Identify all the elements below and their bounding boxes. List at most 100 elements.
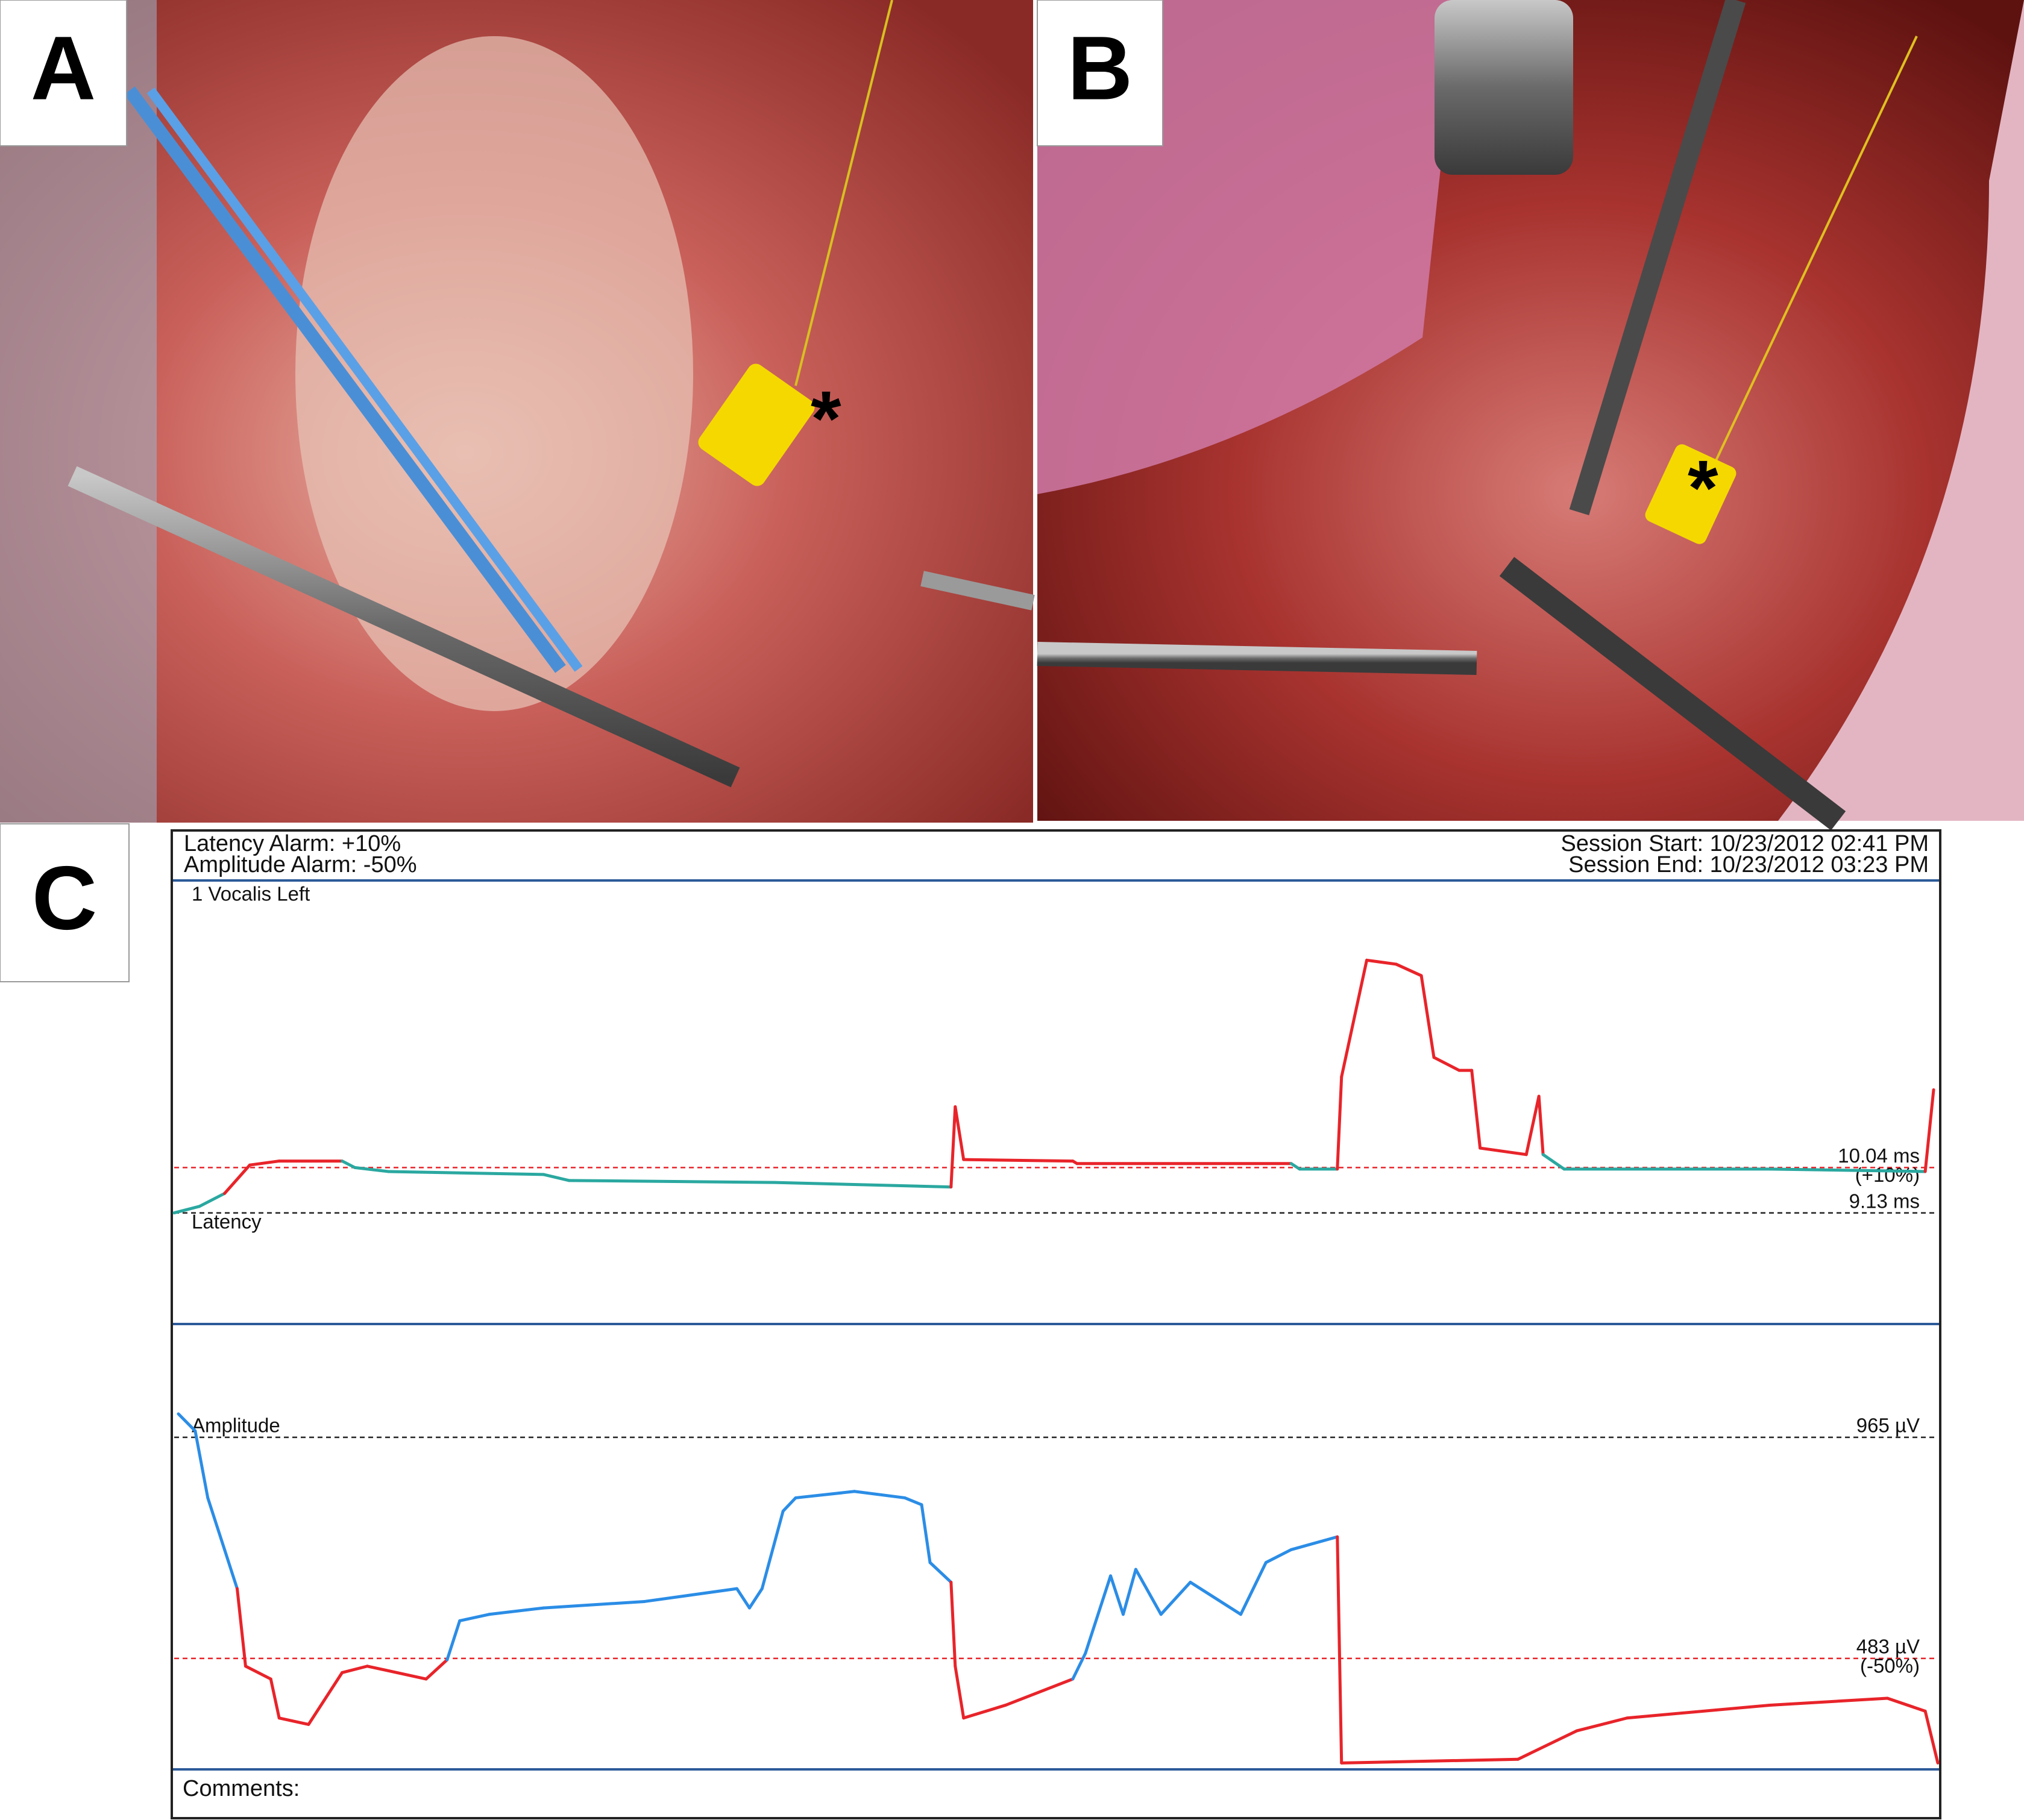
trend-segment [488,1606,545,1616]
trend-segment [1885,1696,1927,1713]
session-end: Session End: 10/23/2012 03:23 PM [1568,852,1929,877]
trend-segment [307,1671,344,1726]
electrode [1645,444,1736,544]
trend-segment [962,1158,1075,1163]
channel-label: 1 Vocalis Left [192,883,310,905]
trend-segment [424,1658,449,1681]
trend-segment [781,1496,797,1513]
trend-segment [244,1665,272,1681]
trend-segment [928,1561,953,1584]
trend-segment [542,1599,646,1610]
trend-segment [567,1179,776,1184]
trend-segment [1419,974,1436,1059]
blue-wire [124,86,566,673]
marker: * [1688,444,1718,532]
trend-segment [269,1677,281,1720]
panel-label: B [1067,17,1133,119]
trend-segment [747,1587,764,1610]
trend-segment [1625,1703,1771,1720]
trend-segment [773,1181,953,1189]
trend-segment [920,1503,932,1564]
label-box [1037,0,1163,146]
reference-label: 965 µV [1856,1414,1920,1437]
trend-segment [198,1191,227,1208]
trend-segment [1340,1757,1520,1765]
trend-segment [1239,1561,1268,1616]
trend-segment [962,1703,1007,1720]
trend-segment [1923,1709,1940,1765]
trend-segment [735,1587,751,1610]
electrode [698,363,815,486]
reference-label: 10.04 ms [1838,1144,1920,1167]
trend-segment [542,1173,571,1182]
panel-title: Amplitude [192,1414,280,1437]
trend-segment [353,1166,390,1173]
trend-segment [1340,958,1369,1079]
trend-segment [1336,1535,1344,1765]
trend-segment [643,1587,739,1603]
trend-segment [1084,1574,1113,1655]
trend-segment [1524,1094,1541,1156]
trend-segment [954,1665,966,1720]
reference-label: 9.13 ms [1849,1190,1920,1212]
comments-label: Comments: [183,1776,300,1801]
forceps [1037,642,1477,675]
trend-segment [1575,1716,1629,1733]
photo-b: * [1037,0,2024,830]
trend-segment [1289,1535,1339,1551]
trend-segment [794,1490,856,1499]
trend-segment [1004,1677,1075,1707]
trend-segment [386,1170,545,1176]
electrode-wire [794,0,893,386]
panel-label: C [32,847,97,949]
marker: * [811,374,841,462]
trend-segment [1121,1567,1137,1616]
trend-segment [954,1105,966,1161]
trend-segment [949,1105,957,1189]
trend-segment [1365,958,1398,966]
trend-segment [1537,1094,1545,1156]
trend-segment [949,1580,957,1668]
monitor: Latency Alarm: +10% Amplitude Alarm: -50… [171,829,1941,1819]
label-box [0,823,130,982]
reference-label: 483 µV [1856,1636,1920,1658]
blue-wire [146,87,583,672]
forceps [1569,0,1746,515]
trend-segment [1516,1729,1579,1761]
retractor [1435,0,1573,175]
trend-segment [1768,1167,1927,1173]
trend-segment [1479,1146,1528,1156]
reference-sublabel: (+10%) [1855,1164,1920,1186]
amplitude-alarm: Amplitude Alarm: -50% [184,852,417,877]
trend-segment [365,1665,428,1681]
panel-label: A [31,17,96,119]
trachea [295,36,693,711]
trend-segment [1189,1580,1243,1616]
forceps [1499,557,1846,830]
skin [1778,0,2024,821]
trend-segment [1071,1651,1087,1681]
trend-segment [1134,1567,1163,1616]
trend-segment [1541,1153,1566,1171]
trend-segment [236,1587,247,1668]
trend-segment [341,1159,357,1169]
trend-segment [193,1429,210,1499]
latency-alarm: Latency Alarm: +10% [184,831,401,856]
trend-segment [177,1412,197,1432]
trend-segment [1289,1162,1301,1171]
trend-segment [277,1716,310,1726]
trend-segment [223,1163,251,1195]
retractor [68,466,740,788]
trend-segment [1159,1580,1192,1616]
trend-segment [903,1496,923,1507]
session-start: Session Start: 10/23/2012 02:41 PM [1560,831,1929,856]
trend-segment [458,1613,491,1622]
trend-segment [1923,1088,1935,1173]
trend-segment [853,1490,907,1499]
trend-segment [1264,1548,1293,1564]
trend-segment [1432,1056,1461,1072]
trend-segment [341,1665,369,1674]
reference-sublabel: (-50%) [1860,1655,1920,1677]
